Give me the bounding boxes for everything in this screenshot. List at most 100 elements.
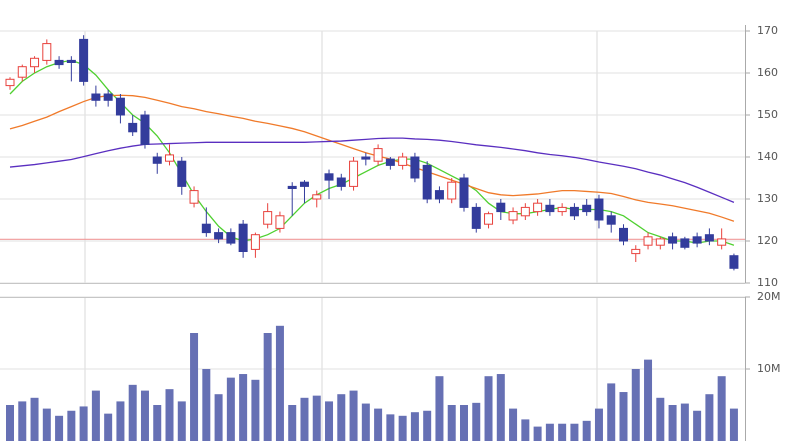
volume-bar — [300, 397, 309, 441]
volume-bar — [680, 403, 689, 441]
volume-bar — [214, 394, 223, 441]
vertical-grid — [84, 31, 598, 441]
y-tick-label: 110 — [757, 276, 778, 289]
candle-body — [594, 198, 604, 221]
candle-body — [557, 206, 567, 213]
volume-bar — [251, 379, 260, 441]
candle-body — [42, 43, 52, 61]
candle-body — [373, 148, 383, 162]
volume-bar — [459, 405, 468, 441]
volume-bar — [67, 410, 76, 441]
candle-body — [606, 215, 616, 225]
candle-body — [569, 206, 579, 217]
candle-body — [336, 177, 346, 187]
y-tick-label: 170 — [757, 24, 778, 37]
candle-body — [508, 211, 518, 221]
candle-body — [201, 223, 211, 234]
candle-body — [496, 202, 506, 213]
volume-bar — [42, 408, 51, 441]
y-tick-label: 140 — [757, 150, 778, 163]
volume-bar — [533, 426, 542, 441]
candle-body — [422, 164, 432, 200]
volume-bar — [717, 376, 726, 441]
volume-bar — [18, 401, 27, 441]
candle-body — [152, 156, 162, 164]
volume-bar — [386, 414, 395, 441]
volume-bar — [509, 408, 518, 441]
volume-bar — [128, 384, 137, 441]
candle-body — [692, 236, 702, 244]
volume-bar — [484, 376, 493, 441]
candle-body — [349, 160, 359, 187]
volume-bar — [594, 408, 603, 441]
candle-body — [717, 238, 727, 246]
candle-body — [619, 227, 628, 242]
volume-bar — [30, 397, 39, 441]
candle-body — [398, 156, 408, 166]
volume-bar — [472, 402, 481, 441]
volume-bar — [263, 333, 272, 441]
volume-bar — [288, 405, 297, 441]
candle-body — [312, 194, 322, 200]
volume-bar — [398, 415, 407, 441]
volume-bar — [374, 408, 383, 441]
candle-body — [361, 156, 371, 160]
volume-bar — [6, 405, 14, 441]
y-tick-label: 20M — [757, 290, 781, 303]
candle-body — [287, 185, 297, 189]
volume-bar — [545, 423, 554, 441]
candle-body — [582, 204, 592, 213]
candle-body — [668, 236, 678, 244]
candle-body — [115, 97, 125, 116]
volume-bar — [140, 390, 149, 441]
y-tick-label: 150 — [757, 108, 778, 121]
volume-bar — [165, 389, 174, 441]
volume-bar — [337, 394, 346, 441]
volume-bar — [631, 369, 640, 441]
candle-body — [299, 181, 309, 187]
volume-bar — [361, 403, 370, 441]
candle-body — [471, 206, 481, 229]
candle-body — [643, 236, 653, 246]
y-tick-label: 120 — [757, 234, 778, 247]
candle-body — [263, 211, 273, 225]
moving-average-line — [9, 137, 735, 203]
volume-bar — [668, 405, 677, 441]
candle-body — [66, 59, 76, 64]
volume-bar — [729, 408, 738, 441]
candle-body — [324, 173, 334, 181]
candle-body — [631, 248, 641, 255]
candle-body — [275, 215, 285, 229]
volume-bar — [55, 415, 64, 441]
y-tick-label: 10M — [757, 362, 781, 375]
candle-body — [103, 93, 113, 101]
volume-bar — [104, 413, 113, 441]
volume-bar — [496, 374, 505, 441]
candle-body — [459, 177, 469, 208]
candle-body — [214, 232, 224, 240]
candle-body — [79, 38, 89, 82]
volume-bar — [693, 410, 702, 441]
volume-bar — [116, 401, 125, 441]
candle-body — [17, 66, 27, 78]
candle-body — [680, 238, 690, 248]
volume-bar — [656, 397, 665, 441]
candle-body — [250, 234, 260, 250]
moving-average-line — [9, 59, 735, 246]
volume-bar — [705, 394, 714, 441]
candle-body — [729, 255, 739, 269]
volume-bar — [190, 333, 199, 441]
candle-body — [165, 154, 175, 162]
volume-bar — [582, 420, 591, 441]
candle-body — [447, 181, 457, 200]
candle-body — [128, 122, 138, 133]
volume-bar — [91, 390, 100, 441]
volume-bar — [423, 410, 432, 441]
candle-body — [226, 232, 236, 244]
volume-bar — [226, 377, 235, 441]
candle-body — [545, 204, 555, 213]
candle-body — [655, 238, 665, 246]
volume-bar — [325, 401, 334, 441]
candle-body — [177, 160, 187, 187]
